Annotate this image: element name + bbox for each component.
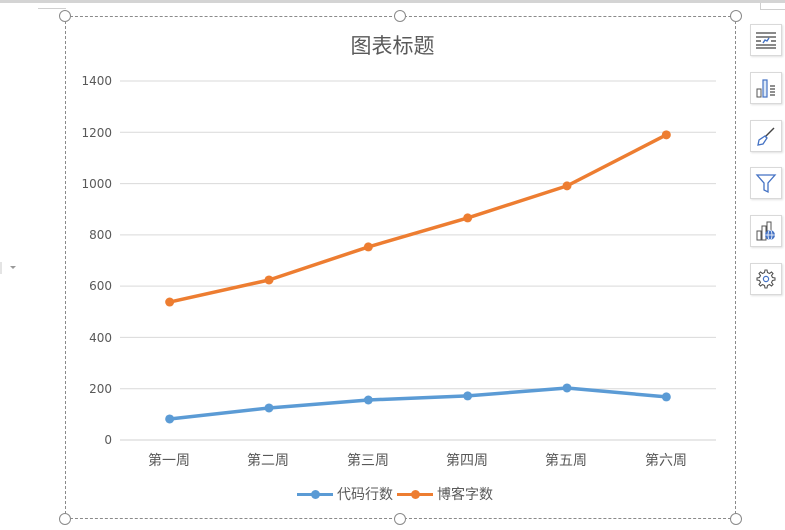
y-tick: 0 (104, 433, 112, 447)
data-point-marker[interactable] (363, 395, 373, 405)
legend-line-marker-icon (397, 487, 433, 501)
series-line[interactable] (169, 133, 668, 304)
chart-title[interactable]: 图表标题 (350, 34, 435, 58)
chart-styles-icon (756, 79, 775, 98)
resize-handle-bottom[interactable] (394, 513, 406, 525)
legend-item-blog-words[interactable]: 博客字数 (397, 484, 493, 504)
data-point-marker[interactable] (264, 275, 274, 285)
y-tick: 400 (89, 331, 112, 345)
brush-icon (757, 127, 775, 146)
series-lines[interactable] (165, 130, 671, 424)
y-tick: 800 (89, 228, 112, 242)
ruler-line (38, 8, 66, 9)
y-tick: 600 (89, 279, 112, 293)
data-point-marker[interactable] (661, 130, 671, 140)
resize-handle-bottom-right[interactable] (730, 513, 742, 525)
chart-styles-button[interactable] (750, 72, 782, 104)
resize-handle-top[interactable] (394, 10, 406, 22)
online-chart-button[interactable] (750, 215, 782, 247)
data-point-marker[interactable] (165, 414, 175, 424)
chart-format-button[interactable] (750, 120, 782, 152)
chart-settings-button[interactable] (750, 263, 782, 295)
top-right-corner (760, 3, 785, 10)
x-tick: 第五周 (545, 453, 587, 469)
gear-icon (756, 269, 776, 289)
legend-item-code-lines[interactable]: 代码行数 (297, 484, 393, 504)
y-tick: 1000 (81, 177, 112, 191)
chart-legend[interactable]: 代码行数 博客字数 (297, 484, 497, 504)
left-edge-marker (0, 262, 2, 274)
series-line[interactable] (169, 386, 667, 421)
chart-globe-icon (756, 221, 775, 241)
y-tick: 1400 (81, 74, 112, 88)
data-point-marker[interactable] (264, 403, 274, 413)
data-point-marker[interactable] (463, 391, 473, 401)
x-tick: 第一周 (148, 453, 190, 469)
legend-line-marker-icon (297, 487, 333, 501)
y-tick: 200 (89, 382, 112, 396)
x-tick: 第三周 (347, 453, 389, 469)
y-tick: 1200 (81, 126, 112, 140)
data-point-marker[interactable] (363, 242, 373, 252)
filter-icon (755, 174, 777, 194)
resize-handle-top-left[interactable] (59, 10, 71, 22)
data-point-marker[interactable] (661, 392, 671, 402)
legend-label: 博客字数 (437, 487, 493, 503)
chart-elements-button[interactable] (750, 24, 782, 56)
dropdown-arrow-icon[interactable] (10, 266, 16, 269)
legend-label: 代码行数 (337, 487, 393, 503)
data-point-marker[interactable] (463, 213, 473, 223)
x-tick: 第六周 (645, 453, 687, 469)
resize-handle-top-right[interactable] (730, 10, 742, 22)
chart-filter-button[interactable] (750, 167, 782, 199)
data-point-marker[interactable] (562, 383, 572, 393)
data-point-marker[interactable] (562, 181, 572, 191)
x-tick: 第四周 (446, 453, 488, 469)
top-border (0, 0, 785, 3)
x-tick: 第二周 (247, 453, 289, 469)
data-point-marker[interactable] (165, 297, 175, 307)
gridlines (120, 80, 716, 441)
chart-elements-icon (756, 32, 776, 49)
resize-handle-bottom-left[interactable] (59, 513, 71, 525)
